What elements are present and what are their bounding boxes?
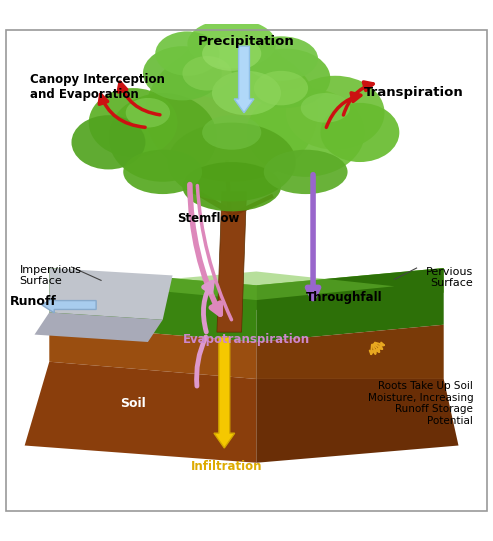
Ellipse shape xyxy=(71,115,145,169)
Ellipse shape xyxy=(126,98,170,128)
Ellipse shape xyxy=(202,115,261,150)
Text: Transpiration: Transpiration xyxy=(364,85,463,98)
Ellipse shape xyxy=(242,49,330,108)
Ellipse shape xyxy=(202,36,261,71)
Ellipse shape xyxy=(246,88,365,177)
Polygon shape xyxy=(217,192,246,332)
Text: Roots Take Up Soil
Moisture, Increasing
Runoff Storage
Potential: Roots Take Up Soil Moisture, Increasing … xyxy=(368,381,473,426)
Ellipse shape xyxy=(187,19,276,68)
Ellipse shape xyxy=(123,150,202,194)
Ellipse shape xyxy=(108,93,217,182)
Polygon shape xyxy=(35,312,163,342)
Polygon shape xyxy=(25,362,256,463)
Ellipse shape xyxy=(286,76,385,150)
Ellipse shape xyxy=(301,93,350,123)
Ellipse shape xyxy=(182,56,232,90)
Polygon shape xyxy=(256,268,444,342)
Ellipse shape xyxy=(254,71,308,105)
Text: Infiltration: Infiltration xyxy=(191,460,263,473)
FancyArrow shape xyxy=(42,297,96,313)
Ellipse shape xyxy=(182,162,281,212)
Polygon shape xyxy=(49,268,256,342)
Text: Canopy Interception
and Evaporation: Canopy Interception and Evaporation xyxy=(30,73,165,101)
Ellipse shape xyxy=(168,123,296,201)
Text: Throughfall: Throughfall xyxy=(306,291,382,304)
Ellipse shape xyxy=(89,88,177,157)
FancyArrow shape xyxy=(234,46,254,113)
Text: Runoff: Runoff xyxy=(10,294,57,308)
Polygon shape xyxy=(49,268,173,320)
Polygon shape xyxy=(49,325,256,379)
Ellipse shape xyxy=(155,31,219,76)
Ellipse shape xyxy=(143,46,222,101)
Ellipse shape xyxy=(264,150,348,194)
Text: Precipitation: Precipitation xyxy=(198,35,295,48)
Polygon shape xyxy=(99,272,394,300)
Text: Impervious
Surface: Impervious Surface xyxy=(20,265,82,286)
Ellipse shape xyxy=(212,71,281,115)
Ellipse shape xyxy=(145,44,318,182)
Ellipse shape xyxy=(177,36,286,101)
Text: Stemflow: Stemflow xyxy=(177,212,240,225)
Text: Evapotranspiration: Evapotranspiration xyxy=(183,333,310,346)
FancyArrow shape xyxy=(214,337,235,448)
Text: Soil: Soil xyxy=(120,397,146,410)
Polygon shape xyxy=(256,325,444,379)
Ellipse shape xyxy=(244,36,318,81)
Polygon shape xyxy=(256,379,458,463)
Ellipse shape xyxy=(320,103,399,162)
Polygon shape xyxy=(49,268,444,310)
Text: Pervious
Surface: Pervious Surface xyxy=(426,267,473,288)
